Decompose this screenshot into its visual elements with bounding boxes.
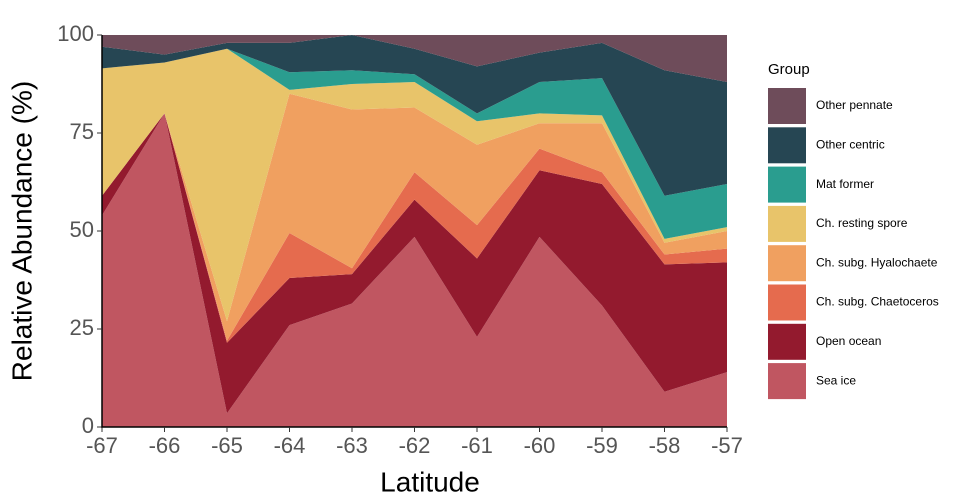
y-axis-label: Relative Abundance (%) [6, 81, 37, 381]
x-tick-label: -64 [274, 433, 306, 458]
x-tick-label: -63 [336, 433, 368, 458]
legend-label: Other pennate [816, 98, 893, 112]
area [102, 113, 727, 343]
legend-label: Mat former [816, 177, 874, 191]
x-tick-label: -61 [461, 433, 493, 458]
legend-label: Open ocean [816, 334, 881, 348]
legend-swatch [768, 363, 806, 400]
y-tick-label: 0 [82, 413, 94, 438]
area [102, 48, 727, 239]
legend-swatch [768, 88, 806, 124]
area [102, 113, 727, 428]
x-tick-label: -59 [586, 433, 618, 458]
y-tick-label: 75 [70, 119, 94, 144]
area [102, 113, 727, 414]
y-tick-label: 50 [70, 217, 94, 242]
y-tick-label: 100 [57, 21, 94, 46]
legend-swatch [768, 205, 806, 242]
x-tick-label: -67 [86, 433, 118, 458]
y-tick-label: 25 [70, 315, 94, 340]
legend-swatch [768, 166, 806, 203]
x-axis-label: Latitude [380, 466, 480, 497]
legend-label: Other centric [816, 137, 885, 151]
x-tick-label: -58 [649, 433, 681, 458]
x-tick-label: -65 [211, 433, 243, 458]
legend-swatch [768, 323, 806, 360]
area [102, 93, 727, 341]
area [102, 35, 727, 196]
legend-label: Ch. subg. Hyalochaete [816, 255, 938, 269]
legend-label: Ch. subg. Chaetoceros [816, 295, 939, 309]
legend-swatch [768, 284, 806, 321]
legend-title: Group [768, 61, 810, 78]
legend-swatch [768, 245, 806, 282]
x-tick-label: -62 [399, 433, 431, 458]
legend-label: Ch. resting spore [816, 216, 908, 230]
legend-swatch [768, 127, 806, 164]
x-tick-label: -57 [711, 433, 743, 458]
x-tick-label: -60 [524, 433, 556, 458]
legend-label: Sea ice [816, 373, 856, 387]
area [102, 35, 727, 83]
x-tick-label: -66 [149, 433, 181, 458]
area [102, 48, 727, 322]
